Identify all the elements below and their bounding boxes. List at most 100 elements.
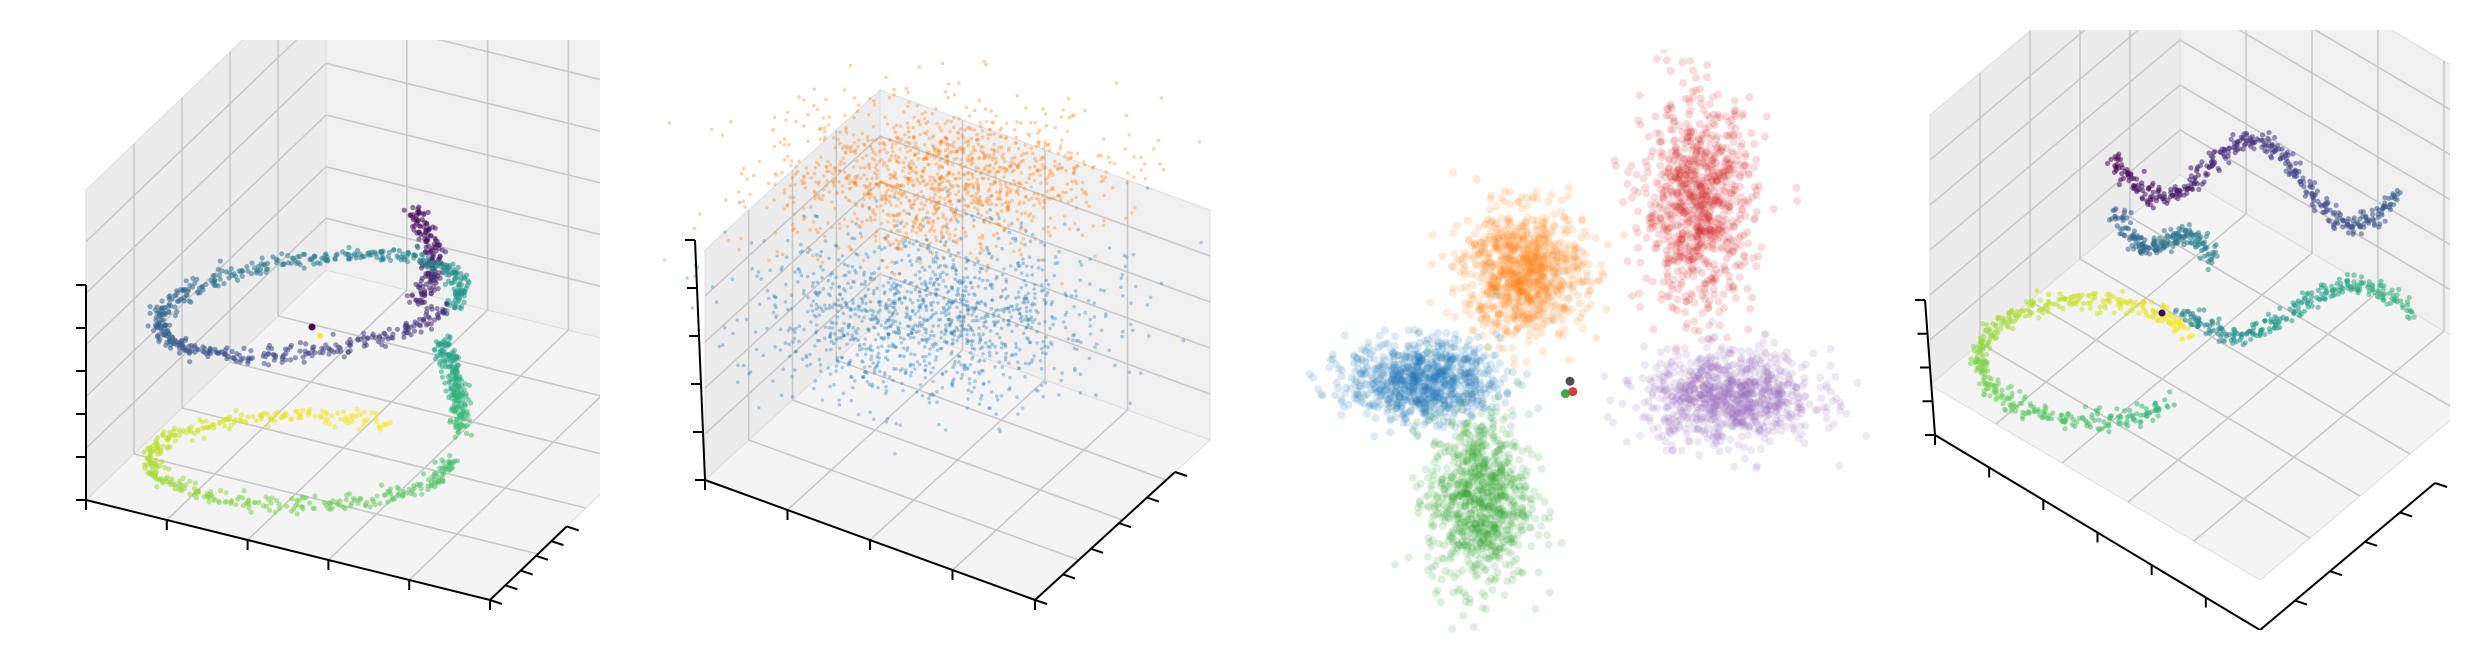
chart-2-point-blue — [918, 257, 923, 261]
chart-2-point-blue — [932, 334, 936, 338]
chart-2-point-blue — [983, 303, 988, 307]
chart-2-point-blue — [941, 270, 945, 275]
chart-1-gridline-1 — [247, 309, 489, 541]
chart-2-point-orange — [911, 179, 916, 183]
chart-1-point — [202, 345, 208, 351]
chart-2-point-orange — [1076, 164, 1080, 168]
chart-2-point-orange — [941, 255, 945, 260]
chart-2-point-blue — [897, 330, 902, 334]
chart-1-point — [166, 308, 172, 314]
chart-2-point-orange — [918, 181, 922, 185]
chart-1-point — [364, 499, 370, 505]
chart-3-point — [1687, 188, 1696, 196]
chart-1-point — [274, 260, 280, 266]
chart-2-point-orange — [967, 114, 972, 118]
chart-2-point-blue — [741, 363, 746, 368]
chart-2-point-blue — [851, 301, 855, 305]
chart-2-point-blue — [901, 241, 905, 245]
chart-2-point-orange — [931, 196, 936, 200]
chart-2-point-orange — [1042, 166, 1046, 170]
chart-2-point-orange — [1072, 169, 1077, 173]
chart-2-point-orange — [971, 161, 975, 165]
chart-3-point — [1685, 98, 1694, 107]
chart-3-point — [1667, 187, 1676, 196]
chart-2-point-orange — [955, 183, 959, 188]
chart-3-point — [1662, 225, 1671, 234]
chart-1-point — [240, 495, 246, 501]
chart-3-point — [1752, 191, 1761, 200]
chart-2-point-blue — [1073, 289, 1078, 293]
chart-3-point — [1698, 130, 1706, 139]
chart-2-point-orange — [978, 202, 982, 207]
chart-2-point-orange — [823, 234, 827, 239]
chart-2-point-blue — [848, 361, 852, 366]
chart-2-point-blue — [827, 292, 831, 296]
chart-2-point-blue — [978, 251, 982, 255]
chart-3-point — [1694, 214, 1703, 223]
chart-2-point-blue — [781, 367, 786, 372]
chart-1-point — [147, 310, 153, 316]
chart-1-point — [418, 278, 424, 284]
chart-2-point-blue — [969, 327, 973, 332]
chart-3-point — [1693, 234, 1702, 243]
chart-2-point-blue — [1002, 267, 1006, 271]
chart-3-point — [1720, 171, 1729, 180]
chart-3-point — [1657, 295, 1666, 304]
chart-3-point — [1703, 192, 1711, 201]
chart-2-point-orange — [875, 182, 880, 186]
chart-3-point — [1702, 185, 1711, 194]
chart-2-point-orange — [970, 157, 975, 161]
chart-2-point-orange — [948, 199, 953, 204]
chart-2-point-blue — [883, 246, 887, 250]
chart-3-point — [1706, 206, 1715, 215]
chart-2-point-blue — [868, 410, 872, 415]
chart-2-point-blue — [983, 301, 987, 306]
chart-2-point-blue — [854, 252, 858, 256]
chart-3-point — [1696, 195, 1705, 204]
chart-3-point — [1705, 192, 1714, 200]
chart-1-gridline-0 — [166, 289, 408, 521]
chart-3-point — [1705, 162, 1714, 170]
chart-2-point-blue — [1088, 282, 1092, 286]
chart-2-point-orange — [997, 194, 1002, 198]
chart-3-point — [1686, 137, 1695, 146]
chart-1-point — [378, 427, 384, 433]
chart-2-point-blue — [924, 293, 929, 298]
chart-3-point — [1670, 275, 1679, 284]
chart-3-point — [1639, 174, 1648, 183]
chart-2-point-blue — [960, 299, 964, 304]
chart-3-point — [1671, 136, 1679, 145]
chart-2-point-orange — [860, 204, 865, 209]
chart-2-point-orange — [1002, 175, 1006, 179]
chart-1-point — [464, 430, 470, 437]
chart-2-point-orange — [976, 156, 981, 161]
chart-3-point — [1671, 150, 1680, 159]
chart-2-point-blue — [999, 294, 1004, 299]
chart-2-point-orange — [773, 171, 777, 176]
chart-2-point-blue — [1060, 371, 1064, 375]
chart-2-point-orange — [1011, 249, 1016, 254]
chart-2-point-orange — [1161, 167, 1166, 172]
chart-2-point-orange — [994, 170, 998, 175]
chart-3-point — [1674, 175, 1683, 184]
chart-2-point-blue — [947, 311, 951, 316]
chart-3-point — [1697, 194, 1706, 203]
chart-2-point-blue — [864, 301, 868, 306]
chart-2-point-orange — [773, 182, 777, 187]
chart-3-point — [1696, 202, 1705, 211]
chart-3-point — [1724, 195, 1733, 204]
chart-2-point-orange — [897, 239, 901, 244]
chart-3-point — [1692, 232, 1701, 241]
chart-1-point — [410, 204, 416, 211]
chart-2-point-blue — [999, 394, 1004, 398]
chart-3-point — [1744, 239, 1753, 248]
chart-3-point — [1745, 93, 1754, 102]
chart-2-point-orange — [991, 166, 996, 170]
chart-2-point-blue — [957, 314, 962, 318]
chart-2-point-orange — [885, 164, 889, 168]
chart-2-point-blue — [926, 396, 931, 401]
chart-2-point-blue — [923, 376, 928, 380]
chart-2-point-orange — [1015, 93, 1020, 98]
chart-2-point-orange — [873, 212, 878, 217]
chart-3-point — [1731, 181, 1740, 190]
